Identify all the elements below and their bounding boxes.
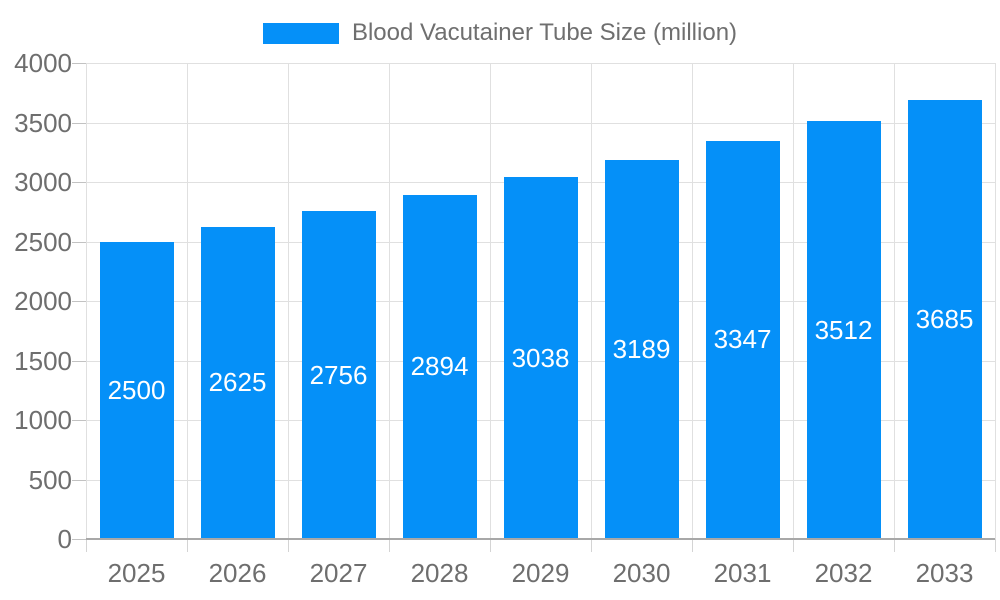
h-gridline — [86, 123, 995, 124]
y-axis-tick — [72, 242, 86, 243]
h-gridline — [86, 63, 995, 64]
y-axis-tick — [72, 480, 86, 481]
y-axis-tick — [72, 123, 86, 124]
x-axis-label: 2025 — [107, 558, 166, 588]
x-axis-label: 2028 — [410, 558, 469, 588]
x-axis-tick — [692, 539, 693, 552]
x-axis-label: 2026 — [208, 558, 267, 588]
v-gridline — [793, 63, 794, 539]
y-axis-label: 1500 — [14, 346, 72, 376]
bar[interactable] — [503, 177, 578, 539]
y-axis-label: 0 — [57, 524, 72, 554]
v-gridline — [490, 63, 491, 539]
bar[interactable] — [705, 140, 780, 539]
v-gridline — [995, 63, 996, 539]
v-gridline — [692, 63, 693, 539]
x-axis-tick — [86, 539, 87, 552]
x-axis-tick — [490, 539, 491, 552]
x-axis-tick — [793, 539, 794, 552]
y-axis-label: 1000 — [14, 405, 72, 435]
bar[interactable] — [402, 194, 477, 539]
y-axis-label: 3000 — [14, 167, 72, 197]
x-axis-tick — [389, 539, 390, 552]
x-axis-label: 2030 — [612, 558, 671, 588]
x-axis-label: 2027 — [309, 558, 368, 588]
x-axis-tick — [288, 539, 289, 552]
y-axis-tick — [72, 539, 86, 540]
bar[interactable] — [604, 159, 679, 539]
legend[interactable]: Blood Vacutainer Tube Size (million) — [0, 14, 1000, 52]
y-axis-label: 3500 — [14, 108, 72, 138]
v-gridline — [187, 63, 188, 539]
legend-label: Blood Vacutainer Tube Size (million) — [351, 19, 738, 46]
bar[interactable] — [907, 100, 982, 539]
y-axis-label: 4000 — [14, 48, 72, 78]
y-axis-label: 2500 — [14, 227, 72, 257]
x-axis-tick — [187, 539, 188, 552]
y-axis-tick — [72, 361, 86, 362]
x-axis-tick — [995, 539, 996, 552]
x-axis-tick — [894, 539, 895, 552]
bar[interactable] — [99, 241, 174, 539]
x-axis-label: 2031 — [713, 558, 772, 588]
x-axis-label: 2029 — [511, 558, 570, 588]
x-axis-label: 2032 — [814, 558, 873, 588]
y-axis-tick — [72, 301, 86, 302]
y-axis-label: 2000 — [14, 286, 72, 316]
legend-swatch — [262, 22, 339, 44]
v-gridline — [591, 63, 592, 539]
bar[interactable] — [806, 121, 881, 539]
v-gridline — [389, 63, 390, 539]
x-axis-line — [86, 538, 995, 540]
y-axis-tick — [72, 182, 86, 183]
x-axis-tick — [591, 539, 592, 552]
v-gridline — [894, 63, 895, 539]
y-axis-tick — [72, 63, 86, 64]
bar[interactable] — [200, 226, 275, 539]
v-gridline — [288, 63, 289, 539]
bar[interactable] — [301, 211, 376, 539]
y-axis-tick — [72, 420, 86, 421]
x-axis-label: 2033 — [915, 558, 974, 588]
v-gridline — [86, 63, 87, 539]
y-axis-label: 500 — [28, 465, 72, 495]
